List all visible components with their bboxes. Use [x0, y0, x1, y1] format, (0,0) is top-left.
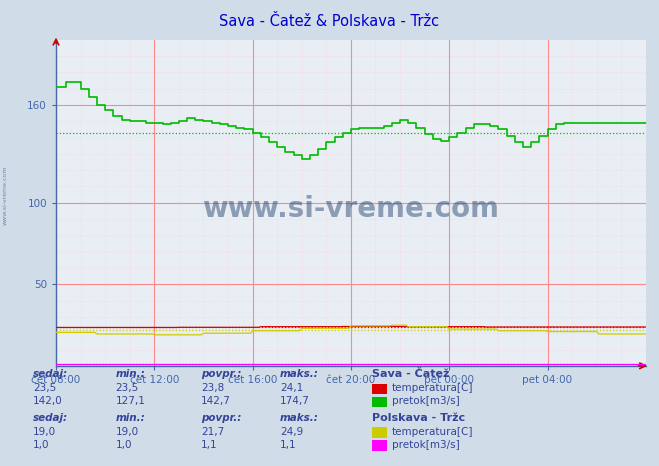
Text: sedaj:: sedaj:	[33, 370, 68, 379]
Text: maks.:: maks.:	[280, 413, 319, 423]
Text: 1,0: 1,0	[115, 440, 132, 450]
Text: 24,1: 24,1	[280, 384, 303, 393]
Text: pretok[m3/s]: pretok[m3/s]	[392, 440, 460, 450]
Text: www.si-vreme.com: www.si-vreme.com	[3, 166, 8, 226]
Text: 19,0: 19,0	[115, 427, 138, 437]
Text: temperatura[C]: temperatura[C]	[392, 427, 474, 437]
Text: min.:: min.:	[115, 370, 145, 379]
Text: 1,0: 1,0	[33, 440, 49, 450]
Text: 142,7: 142,7	[201, 397, 231, 406]
Text: povpr.:: povpr.:	[201, 413, 241, 423]
Text: 21,7: 21,7	[201, 427, 224, 437]
Text: maks.:: maks.:	[280, 370, 319, 379]
Text: temperatura[C]: temperatura[C]	[392, 384, 474, 393]
Text: 19,0: 19,0	[33, 427, 56, 437]
Text: 23,5: 23,5	[115, 384, 138, 393]
Text: sedaj:: sedaj:	[33, 413, 68, 423]
Text: Sava - Čatež: Sava - Čatež	[372, 370, 449, 379]
Text: 23,5: 23,5	[33, 384, 56, 393]
Text: 23,8: 23,8	[201, 384, 224, 393]
Text: Sava - Čatež & Polskava - Tržc: Sava - Čatež & Polskava - Tržc	[219, 14, 440, 29]
Text: pretok[m3/s]: pretok[m3/s]	[392, 397, 460, 406]
Text: 1,1: 1,1	[280, 440, 297, 450]
Text: min.:: min.:	[115, 413, 145, 423]
Text: 174,7: 174,7	[280, 397, 310, 406]
Text: 1,1: 1,1	[201, 440, 217, 450]
Text: 24,9: 24,9	[280, 427, 303, 437]
Text: povpr.:: povpr.:	[201, 370, 241, 379]
Text: www.si-vreme.com: www.si-vreme.com	[202, 195, 500, 223]
Text: 142,0: 142,0	[33, 397, 63, 406]
Text: 127,1: 127,1	[115, 397, 145, 406]
Text: Polskava - Tržc: Polskava - Tržc	[372, 413, 465, 423]
